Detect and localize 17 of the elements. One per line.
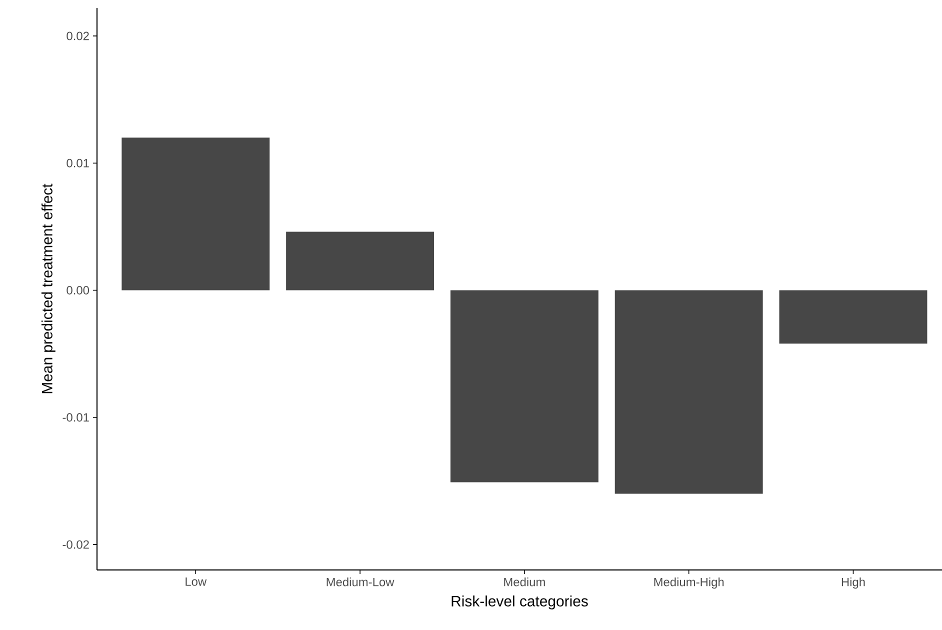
- bar: [779, 290, 928, 344]
- bar: [286, 232, 434, 290]
- y-axis-title: Mean predicted treatment effect: [41, 184, 56, 394]
- x-tick-label: Medium-Low: [326, 578, 394, 586]
- x-axis-title: Risk-level categories: [452, 595, 588, 610]
- x-tick-label: Low: [186, 578, 207, 586]
- y-tick-label: 0.02: [66, 32, 89, 40]
- x-tick-label: High: [842, 578, 865, 589]
- bar: [614, 290, 763, 494]
- x-tick-label: Medium-High: [654, 578, 724, 589]
- y-tick-label: 0.00: [66, 286, 90, 294]
- y-tick-label: 0.01: [66, 158, 89, 168]
- bar: [122, 138, 270, 290]
- bar: [450, 290, 598, 482]
- y-tick-label: -0.01: [62, 413, 89, 422]
- x-tick-label: Medium: [504, 578, 545, 586]
- y-tick-label: -0.02: [62, 540, 89, 549]
